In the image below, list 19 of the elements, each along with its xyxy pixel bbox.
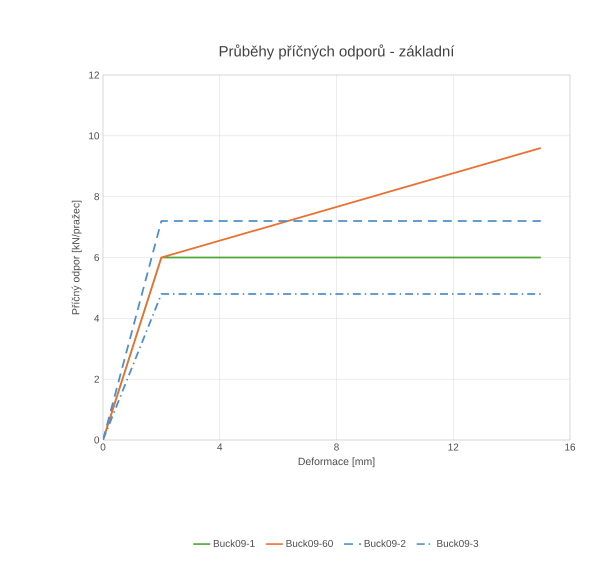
x-tick-label: 16 xyxy=(565,444,576,451)
x-tick-label: 0 xyxy=(100,444,106,451)
legend-label: Buck09-2 xyxy=(364,540,406,547)
y-tick-label: 12 xyxy=(89,72,99,78)
y-tick-label: 2 xyxy=(94,376,99,383)
y-tick-label: 10 xyxy=(89,132,100,140)
legend-label: Buck09-3 xyxy=(437,540,478,547)
chart-title: Průběhy příčných odporů - základní xyxy=(220,44,454,60)
x-tick-label: 8 xyxy=(334,444,339,451)
y-axis-title: Příčný odpor [kN/pražec] xyxy=(72,200,82,314)
x-axis-title: Deformace [mm] xyxy=(298,457,374,468)
legend-label: Buck09-60 xyxy=(286,540,333,547)
legend-label: Buck09-1 xyxy=(214,540,255,547)
x-tick-label: 4 xyxy=(217,444,222,450)
x-tick-label: 12 xyxy=(448,444,458,450)
y-tick-label: 4 xyxy=(94,314,100,322)
y-tick-label: 6 xyxy=(94,254,100,262)
y-tick-label: 8 xyxy=(94,193,100,200)
y-tick-label: 0 xyxy=(94,436,100,444)
